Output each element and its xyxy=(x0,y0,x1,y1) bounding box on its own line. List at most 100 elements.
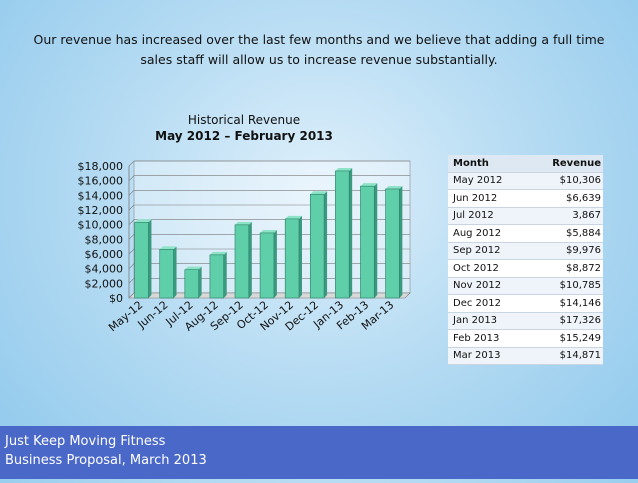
bar-front xyxy=(184,269,199,299)
bar xyxy=(335,167,353,299)
gridline xyxy=(128,190,410,196)
table-cell-revenue: $14,871 xyxy=(537,347,603,365)
bar-side xyxy=(298,215,302,298)
footer-bar: Just Keep Moving Fitness Business Propos… xyxy=(0,426,638,479)
y-tick-label: $10,000 xyxy=(78,219,124,232)
intro-text: Our revenue has increased over the last … xyxy=(33,32,605,67)
table-cell-month: Feb 2013 xyxy=(448,329,537,348)
bar xyxy=(284,215,302,299)
table-header-row: Month Revenue xyxy=(448,155,603,173)
table-row: Nov 2012 $10,785 xyxy=(448,277,603,295)
y-tick-label: $14,000 xyxy=(78,189,124,202)
bar xyxy=(184,266,202,299)
table-cell-month: Jan 2013 xyxy=(448,312,537,330)
table-cell-revenue: $14,146 xyxy=(537,294,603,313)
y-tick-label: $6,000 xyxy=(85,248,124,261)
bar-top xyxy=(360,183,378,187)
bar-side xyxy=(374,183,378,298)
y-tick-label: $0 xyxy=(109,292,123,305)
table-cell-month: Jun 2012 xyxy=(448,189,537,208)
bar-top xyxy=(310,191,328,195)
table-cell-month: Mar 2013 xyxy=(448,347,537,365)
gridline xyxy=(128,160,410,167)
bar-side xyxy=(349,167,353,298)
table-cell-revenue: $10,306 xyxy=(537,172,603,190)
table-row: Feb 2013 $15,249 xyxy=(448,329,603,348)
table-cell-revenue: $17,326 xyxy=(537,312,603,330)
bar-front xyxy=(234,224,250,299)
bar xyxy=(134,219,152,299)
bar-side xyxy=(248,221,252,298)
table-cell-revenue: 3,867 xyxy=(537,207,603,225)
footer-subtitle: Business Proposal, March 2013 xyxy=(5,453,207,468)
bar-top xyxy=(159,246,177,250)
table-cell-month: Nov 2012 xyxy=(448,277,537,295)
table-row: May 2012 $10,306 xyxy=(448,172,603,190)
chart-subtitle: May 2012 – February 2013 xyxy=(155,129,333,143)
table-row: Jan 2013 $17,326 xyxy=(448,312,603,330)
gridline xyxy=(128,175,410,181)
bar-top xyxy=(260,229,277,233)
y-tick-label: $2,000 xyxy=(85,277,124,290)
bar-front xyxy=(159,249,174,299)
bar-front xyxy=(259,232,275,299)
bar-front xyxy=(134,222,149,299)
bar xyxy=(259,229,277,299)
bar-top xyxy=(209,251,227,255)
bar-side xyxy=(148,219,152,298)
table-cell-revenue: $10,785 xyxy=(537,277,603,295)
table-row: Dec 2012 $14,146 xyxy=(448,294,603,313)
bar-top xyxy=(184,266,202,270)
bar-side xyxy=(223,251,227,298)
y-tick-label: $4,000 xyxy=(85,263,124,276)
bar-front xyxy=(309,193,325,299)
bar-top xyxy=(385,185,403,189)
bar-front xyxy=(335,170,350,299)
y-tick-label: $18,000 xyxy=(78,160,124,173)
bar xyxy=(309,191,328,299)
bar xyxy=(209,251,227,299)
table-row: Jul 2012 3,867 xyxy=(448,207,603,225)
bar-front xyxy=(284,218,300,299)
table-row: Mar 2013 $14,871 xyxy=(448,347,603,365)
table-cell-month: May 2012 xyxy=(448,172,537,190)
table-cell-month: Sep 2012 xyxy=(448,242,537,260)
table-header-month: Month xyxy=(448,155,537,173)
bar xyxy=(159,246,177,299)
revenue-table: Month Revenue May 2012 $10,306 Jun 2012 $6,… xyxy=(448,155,603,365)
bar xyxy=(385,185,403,299)
table-cell-revenue: $9,976 xyxy=(537,242,603,260)
bar-front xyxy=(209,254,225,299)
table-cell-month: Oct 2012 xyxy=(448,259,537,278)
table-row: Jun 2012 $6,639 xyxy=(448,189,603,208)
table-cell-month: Dec 2012 xyxy=(448,294,537,313)
y-tick-label: $8,000 xyxy=(85,233,124,246)
bar-side xyxy=(173,246,177,298)
table-header-revenue: Revenue xyxy=(537,155,603,173)
table-row: Sep 2012 $9,976 xyxy=(448,242,603,260)
bar-top xyxy=(285,215,302,219)
y-tick-label: $16,000 xyxy=(78,175,124,188)
table-row: Oct 2012 $8,872 xyxy=(448,259,603,278)
bar-top xyxy=(134,219,152,223)
table-row: Aug 2012 $5,884 xyxy=(448,224,603,243)
bar-front xyxy=(385,188,400,299)
bar-top xyxy=(335,167,353,171)
table-cell-revenue: $8,872 xyxy=(537,259,603,278)
bar-side xyxy=(324,191,328,298)
table-cell-revenue: $5,884 xyxy=(537,224,603,243)
bar-side xyxy=(399,185,403,298)
table-cell-revenue: $15,249 xyxy=(537,329,603,348)
chart-title: Historical Revenue xyxy=(188,113,300,127)
bar-front xyxy=(360,185,375,299)
table-cell-revenue: $6,639 xyxy=(537,189,603,208)
bar xyxy=(234,221,252,299)
footer-company: Just Keep Moving Fitness xyxy=(5,434,166,449)
bar-side xyxy=(273,229,277,298)
table-cell-month: Jul 2012 xyxy=(448,207,537,225)
bar xyxy=(360,183,378,299)
y-tick-label: $12,000 xyxy=(78,204,124,217)
table-cell-month: Aug 2012 xyxy=(448,224,537,243)
